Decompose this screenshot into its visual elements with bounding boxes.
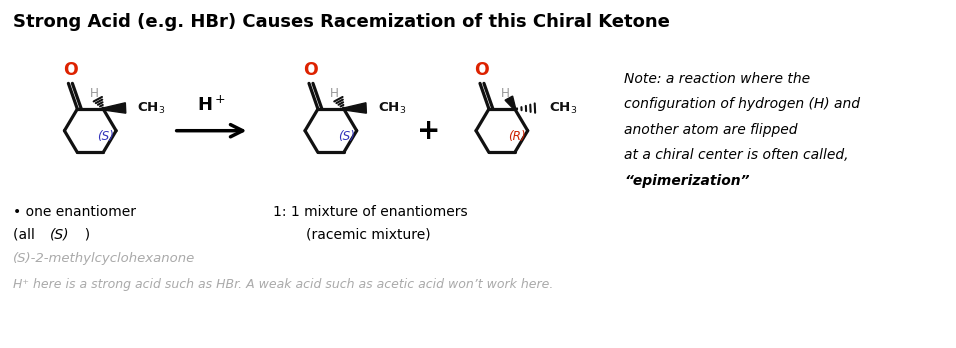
- Text: O: O: [474, 61, 489, 79]
- Text: H$^+$: H$^+$: [197, 96, 226, 115]
- Text: (racemic mixture): (racemic mixture): [306, 227, 430, 241]
- Text: (S): (S): [98, 129, 114, 143]
- Text: H: H: [331, 87, 339, 100]
- Text: O: O: [304, 61, 318, 79]
- Polygon shape: [103, 103, 126, 113]
- Text: CH$_3$: CH$_3$: [549, 101, 576, 116]
- Text: “epimerization”: “epimerization”: [624, 174, 750, 188]
- Polygon shape: [344, 103, 366, 113]
- Text: Strong Acid (e.g. HBr) Causes Racemization of this Chiral Ketone: Strong Acid (e.g. HBr) Causes Racemizati…: [12, 13, 669, 31]
- Text: • one enantiomer: • one enantiomer: [12, 205, 136, 220]
- Text: H⁺ here is a strong acid such as HBr. A weak acid such as acetic acid won’t work: H⁺ here is a strong acid such as HBr. A …: [12, 278, 554, 291]
- Polygon shape: [505, 96, 515, 109]
- Text: (S): (S): [337, 129, 355, 143]
- Text: H: H: [90, 87, 98, 100]
- Text: 1: 1 mixture of enantiomers: 1: 1 mixture of enantiomers: [273, 205, 467, 220]
- Text: configuration of hydrogen (H) and: configuration of hydrogen (H) and: [624, 97, 860, 111]
- Text: +: +: [417, 117, 440, 145]
- Text: CH$_3$: CH$_3$: [378, 101, 406, 116]
- Text: CH$_3$: CH$_3$: [137, 101, 165, 116]
- Text: (S)-2-methylcyclohexanone: (S)-2-methylcyclohexanone: [12, 252, 195, 265]
- Text: at a chiral center is often called,: at a chiral center is often called,: [624, 148, 849, 163]
- Text: (R): (R): [509, 129, 526, 143]
- Text: H: H: [501, 87, 511, 100]
- Text: (all: (all: [12, 227, 39, 241]
- Text: ): ): [76, 227, 91, 241]
- Text: O: O: [63, 61, 77, 79]
- Text: another atom are flipped: another atom are flipped: [624, 123, 797, 137]
- Text: Note: a reaction where the: Note: a reaction where the: [624, 72, 811, 86]
- Text: (S): (S): [50, 227, 69, 241]
